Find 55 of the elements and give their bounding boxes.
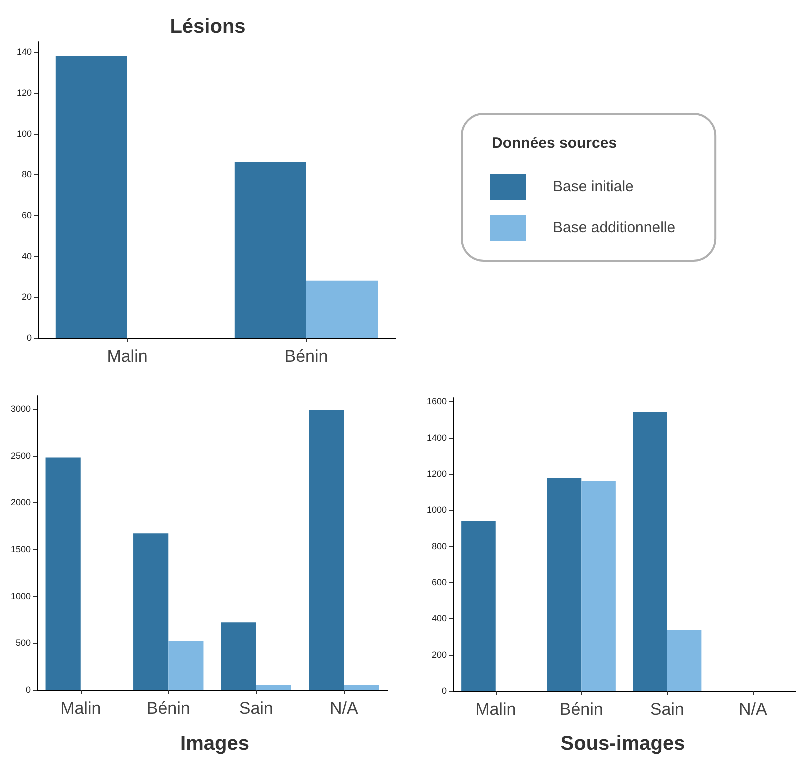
x-tick-label: N/A <box>330 699 359 718</box>
x-tick-label: Bénin <box>560 700 604 719</box>
y-tick-label: 140 <box>16 47 32 58</box>
y-tick-label: 100 <box>16 128 32 139</box>
y-tick-label: 20 <box>22 292 32 302</box>
bar <box>582 481 616 691</box>
y-tick-label: 2500 <box>10 450 31 461</box>
y-tick-label: 0 <box>442 686 447 696</box>
y-tick-label: 40 <box>22 251 32 262</box>
x-tick-label: Malin <box>60 699 102 718</box>
bar <box>134 534 169 690</box>
bar <box>256 685 292 690</box>
text: Sous-images <box>560 733 686 755</box>
y-tick-label: 0 <box>26 333 32 343</box>
bar <box>56 56 128 338</box>
y-tick-label: 1000 <box>426 505 447 516</box>
bar <box>168 641 204 690</box>
y-tick-label: 60 <box>22 210 32 221</box>
y-tick-label: 2000 <box>10 498 31 508</box>
y-tick-label: 1500 <box>10 544 31 555</box>
y-tick-label: 3000 <box>10 404 31 414</box>
bar <box>306 280 378 338</box>
bar <box>462 520 496 691</box>
legend-title: Données sources <box>492 135 618 152</box>
x-tick-label: Bénin <box>146 699 190 718</box>
y-tick-label: 1400 <box>426 432 447 443</box>
y-tick-label: 0 <box>26 685 31 695</box>
y-tick-label: 1600 <box>426 396 447 407</box>
legend-label: Base initiale <box>553 178 634 196</box>
y-tick-label: 120 <box>16 88 32 98</box>
x-tick-label: Sain <box>239 699 274 718</box>
bar <box>221 622 256 690</box>
x-tick-label: Bénin <box>284 347 328 366</box>
y-tick-label: 400 <box>432 614 447 624</box>
y-tick-label: 1200 <box>426 468 447 479</box>
y-tick-label: 500 <box>16 638 31 648</box>
bar <box>46 458 81 690</box>
x-tick-label: Malin <box>476 700 516 719</box>
y-tick-label: 600 <box>432 577 447 588</box>
chart-title: Lésions <box>170 16 246 38</box>
bar <box>547 478 582 691</box>
bar <box>633 412 668 691</box>
bar <box>309 410 344 690</box>
y-tick-label: 80 <box>22 170 32 180</box>
x-tick-label: N/A <box>738 700 768 719</box>
y-tick-label: 1000 <box>10 591 31 602</box>
bar <box>234 162 306 338</box>
legend-label: Base additionnelle <box>553 220 676 236</box>
text: Images <box>180 733 250 755</box>
bar <box>667 630 702 691</box>
x-tick-label: Sain <box>650 700 684 719</box>
bar <box>344 685 380 690</box>
y-tick-label: 200 <box>432 650 447 660</box>
x-tick-label: Malin <box>107 347 148 366</box>
y-tick-label: 800 <box>432 541 447 552</box>
